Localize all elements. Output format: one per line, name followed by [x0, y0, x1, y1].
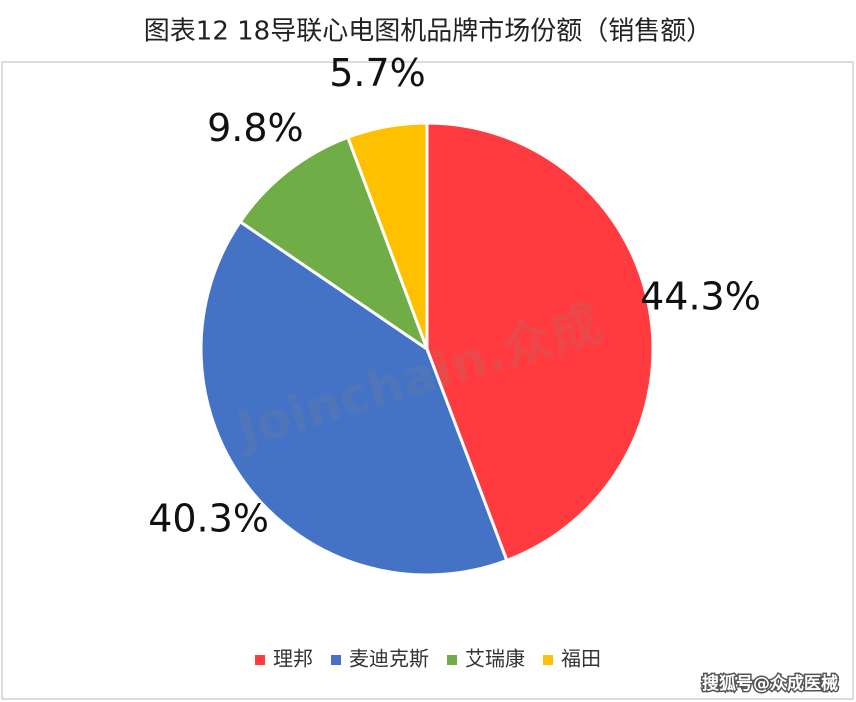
- pie: 44.3% 40.3% 9.8% 5.7%: [148, 51, 761, 577]
- footer: 搜狐号@众成医械: [702, 673, 838, 694]
- data-label: 5.7%: [329, 51, 426, 95]
- data-label: 9.8%: [207, 106, 304, 150]
- pie-slice: [199, 219, 509, 577]
- legend-swatch: [331, 655, 341, 665]
- legend-label: 艾瑞康: [465, 647, 525, 671]
- pie-slice: [425, 121, 655, 563]
- legend-label: 理邦: [273, 647, 313, 671]
- legend-swatch: [447, 655, 457, 665]
- pie-slice: [345, 121, 429, 350]
- chart-title: 图表12 18导联心电图机品牌市场份额（销售额）: [144, 17, 712, 47]
- legend-label: 福田: [561, 647, 601, 671]
- legend-swatch: [255, 655, 265, 665]
- data-label: 40.3%: [148, 496, 269, 540]
- legend-label: 麦迪克斯: [349, 647, 429, 671]
- legend: 理邦 麦迪克斯 艾瑞康 福田: [255, 647, 601, 671]
- data-label: 44.3%: [640, 275, 761, 319]
- plot-frame: [1, 61, 854, 700]
- legend-swatch: [543, 655, 553, 665]
- pie-slice: [238, 135, 431, 353]
